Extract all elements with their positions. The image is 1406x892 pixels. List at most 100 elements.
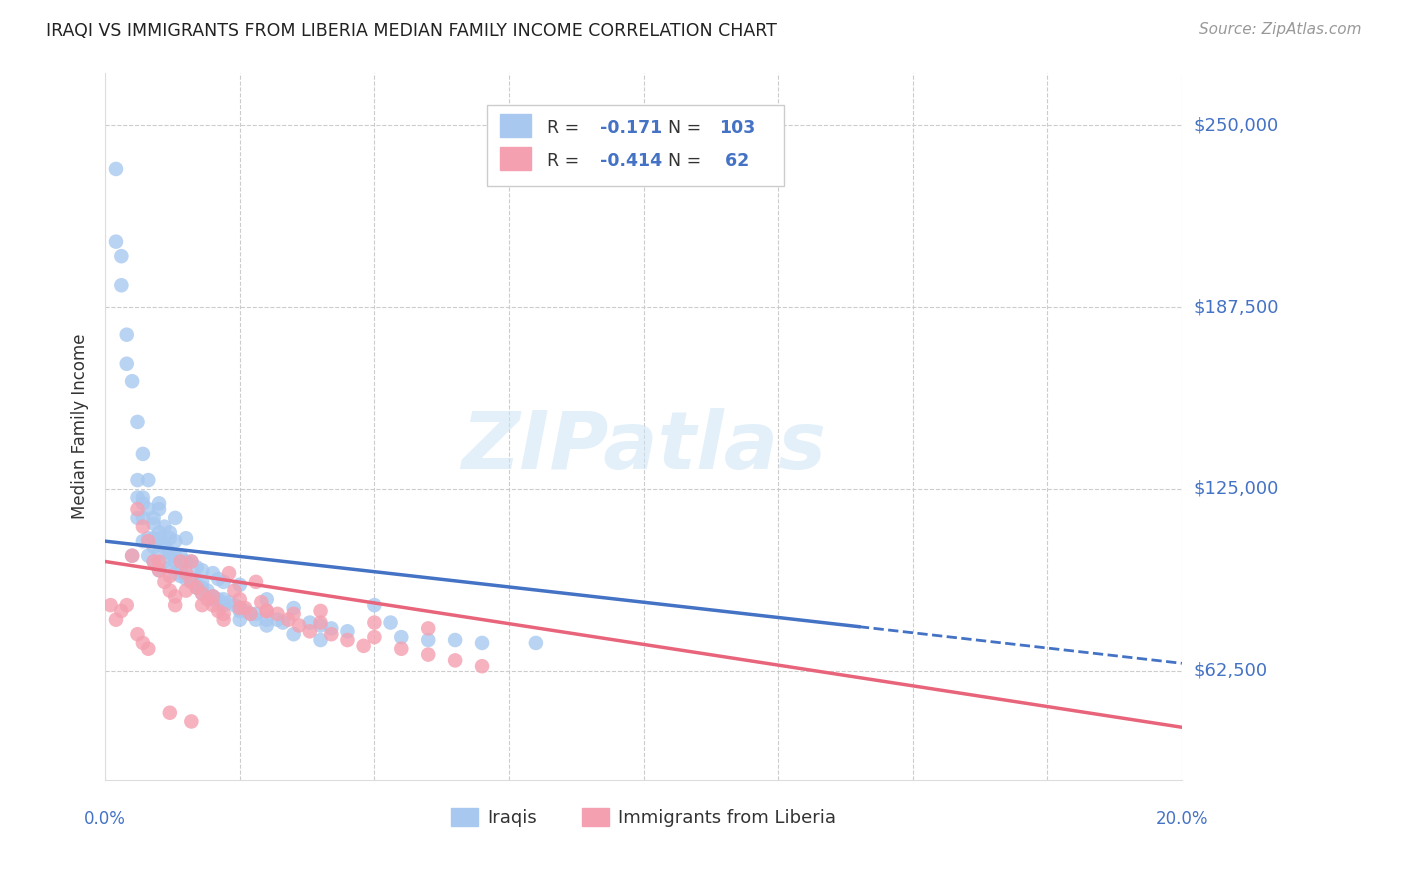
Point <box>142 555 165 569</box>
Point <box>153 555 176 569</box>
Point <box>180 572 202 586</box>
Point <box>136 641 159 656</box>
Text: 103: 103 <box>718 120 755 137</box>
Point <box>418 633 440 648</box>
Text: N =: N = <box>668 153 702 170</box>
Point <box>218 566 240 581</box>
Point <box>142 540 165 554</box>
Point <box>180 574 202 589</box>
Point <box>524 636 547 650</box>
Point <box>148 563 170 577</box>
Point <box>207 592 229 607</box>
Point <box>159 546 181 560</box>
Point <box>148 496 170 510</box>
Bar <box>501 113 530 137</box>
Point <box>201 590 224 604</box>
Point <box>148 531 170 545</box>
FancyBboxPatch shape <box>488 104 783 186</box>
Point <box>127 627 149 641</box>
Point <box>418 621 440 635</box>
Point <box>180 574 202 589</box>
Point <box>380 615 402 630</box>
Point <box>186 560 208 574</box>
Text: 0.0%: 0.0% <box>84 810 127 828</box>
Point <box>132 519 155 533</box>
Y-axis label: Median Family Income: Median Family Income <box>72 334 89 519</box>
Point <box>165 511 187 525</box>
Point <box>239 607 262 621</box>
Point <box>136 502 159 516</box>
Point <box>132 496 155 510</box>
Point <box>148 555 170 569</box>
Point <box>191 598 214 612</box>
Text: -0.171: -0.171 <box>600 120 662 137</box>
Point <box>153 574 176 589</box>
Text: R =: R = <box>547 153 585 170</box>
Point <box>169 569 191 583</box>
Point <box>110 278 132 293</box>
Point <box>245 613 267 627</box>
Point <box>207 604 229 618</box>
Point <box>186 581 208 595</box>
Point <box>142 511 165 525</box>
Point <box>256 604 278 618</box>
Point <box>191 574 214 589</box>
Point <box>121 374 143 388</box>
Point <box>191 586 214 600</box>
Point <box>148 546 170 560</box>
Point <box>229 601 252 615</box>
Point <box>191 563 214 577</box>
Text: $250,000: $250,000 <box>1194 116 1278 135</box>
Point <box>110 249 132 263</box>
Point <box>132 447 155 461</box>
Point <box>218 595 240 609</box>
Text: 20.0%: 20.0% <box>1156 810 1208 828</box>
Point <box>256 592 278 607</box>
Point <box>197 592 219 607</box>
Point <box>266 613 288 627</box>
Point <box>309 615 332 630</box>
Point <box>298 615 321 630</box>
Point <box>212 607 235 621</box>
Point <box>104 235 127 249</box>
Point <box>229 613 252 627</box>
Point <box>186 578 208 592</box>
Point <box>127 473 149 487</box>
Text: R =: R = <box>547 120 585 137</box>
Point <box>233 604 256 618</box>
Point <box>142 531 165 545</box>
Point <box>271 615 294 630</box>
Point <box>159 706 181 720</box>
Point <box>180 555 202 569</box>
Point <box>418 648 440 662</box>
Point <box>115 327 138 342</box>
Point <box>309 633 332 648</box>
Point <box>127 415 149 429</box>
Point <box>309 618 332 632</box>
Point <box>245 607 267 621</box>
Point <box>115 598 138 612</box>
Point <box>142 555 165 569</box>
Point <box>159 560 181 574</box>
Text: Source: ZipAtlas.com: Source: ZipAtlas.com <box>1198 22 1361 37</box>
Point <box>288 618 311 632</box>
Point <box>159 583 181 598</box>
Legend: Iraqis, Immigrants from Liberia: Iraqis, Immigrants from Liberia <box>444 800 844 834</box>
Point <box>127 491 149 505</box>
Point <box>389 630 412 644</box>
Point <box>174 566 197 581</box>
Text: 62: 62 <box>718 153 749 170</box>
Point <box>224 598 246 612</box>
Point <box>309 604 332 618</box>
Point <box>127 502 149 516</box>
Text: N =: N = <box>668 120 702 137</box>
Point <box>283 607 305 621</box>
Point <box>298 624 321 639</box>
Point <box>389 641 412 656</box>
Point <box>266 607 288 621</box>
Point <box>132 511 155 525</box>
Point <box>444 653 467 667</box>
Point <box>121 549 143 563</box>
Point <box>148 563 170 577</box>
Point <box>212 598 235 612</box>
